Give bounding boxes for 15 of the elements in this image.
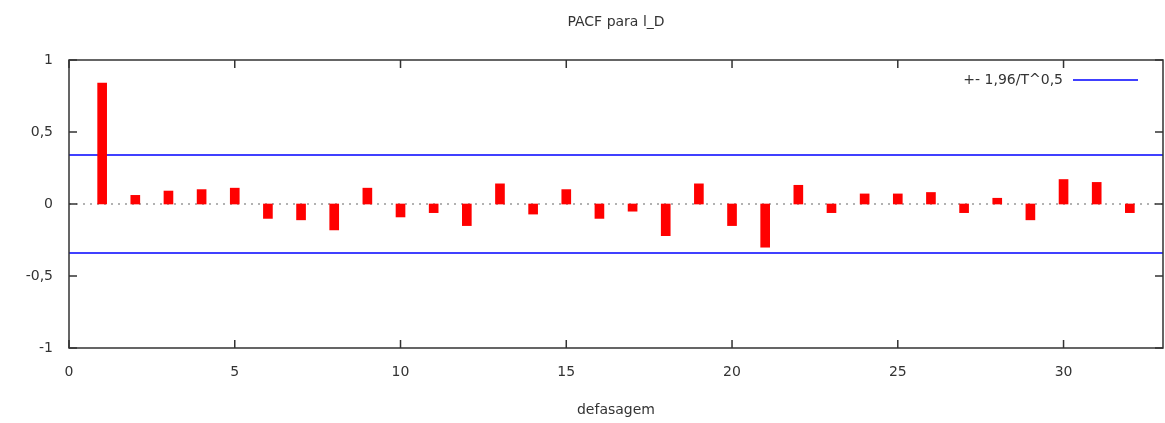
x-tick-label: 5 bbox=[230, 363, 240, 380]
x-tick-label: 15 bbox=[557, 363, 576, 380]
x-tick-label: 30 bbox=[1054, 363, 1073, 380]
chart-title: PACF para l_D bbox=[567, 12, 665, 29]
y-tick-label: 0,5 bbox=[30, 122, 53, 139]
y-tick-label: -0,5 bbox=[25, 266, 53, 283]
y-tick-label: 1 bbox=[44, 50, 53, 67]
x-tick-label: 10 bbox=[391, 363, 410, 380]
y-tick-label: 0 bbox=[44, 194, 53, 211]
x-tick-label: 25 bbox=[888, 363, 907, 380]
x-tick-label: 0 bbox=[64, 363, 74, 380]
x-tick-label: 20 bbox=[723, 363, 741, 380]
x-axis-title: defasagem bbox=[576, 400, 656, 417]
legend-label: +- 1,96/T^0,5 bbox=[963, 70, 1063, 87]
y-tick-label: -1 bbox=[39, 338, 53, 355]
